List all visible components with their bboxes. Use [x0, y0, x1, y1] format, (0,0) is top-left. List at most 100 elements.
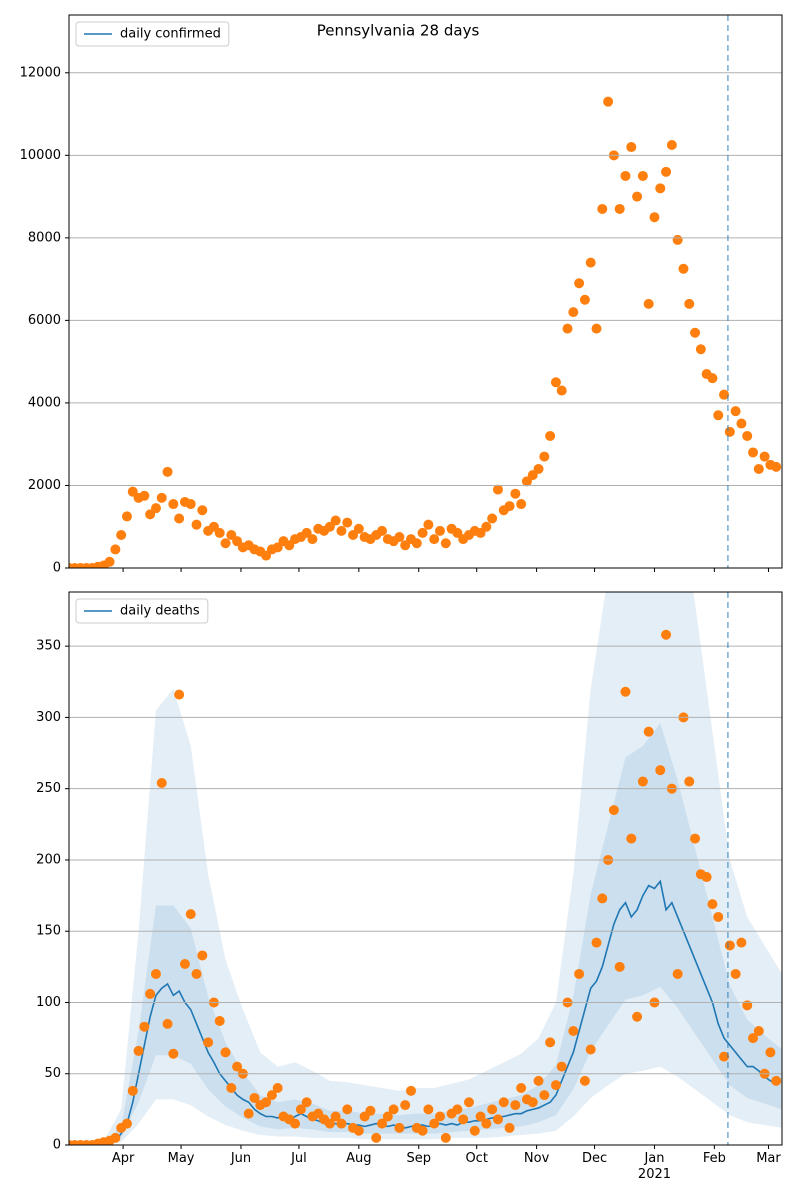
point — [713, 410, 724, 421]
point — [156, 492, 167, 503]
point — [301, 1097, 312, 1108]
point — [771, 461, 782, 472]
point — [481, 521, 492, 532]
point — [232, 1061, 243, 1072]
point — [753, 1025, 764, 1036]
point — [487, 1104, 498, 1115]
point — [719, 389, 730, 400]
y-tick-label: 4000 — [28, 395, 61, 410]
point — [759, 451, 770, 462]
point — [753, 463, 764, 474]
point — [440, 1132, 451, 1143]
point — [197, 505, 208, 516]
point — [545, 430, 556, 441]
point — [174, 689, 185, 700]
legend-box — [75, 598, 209, 624]
point — [527, 1097, 538, 1108]
point — [620, 170, 631, 181]
point — [626, 833, 637, 844]
point — [168, 499, 179, 510]
point — [492, 484, 503, 495]
point — [655, 183, 666, 194]
point — [632, 191, 643, 202]
point — [724, 940, 735, 951]
point — [330, 515, 341, 526]
chart-title: Pennsylvania 28 days — [317, 22, 480, 40]
point — [185, 909, 196, 920]
point — [748, 1033, 759, 1044]
y-tick-label: 12000 — [20, 65, 61, 80]
point — [748, 447, 759, 458]
point — [539, 451, 550, 462]
legend-box — [75, 21, 230, 47]
point — [649, 212, 660, 223]
point — [684, 298, 695, 309]
point — [574, 968, 585, 979]
point — [336, 1118, 347, 1129]
point — [434, 1111, 445, 1122]
point — [533, 463, 544, 474]
line — [69, 879, 777, 1145]
point — [411, 538, 422, 549]
point — [156, 777, 167, 788]
point — [133, 1045, 144, 1056]
y-tick-label: 10000 — [20, 148, 61, 163]
point — [591, 323, 602, 334]
point — [434, 525, 445, 536]
point — [353, 1125, 364, 1136]
point — [342, 517, 353, 528]
point — [719, 1051, 730, 1062]
point — [452, 1104, 463, 1115]
point — [104, 556, 115, 567]
point — [626, 142, 637, 153]
point — [736, 418, 747, 429]
point — [116, 529, 127, 540]
point — [290, 1118, 301, 1129]
point — [545, 1037, 556, 1048]
x-tick-label: Jun — [230, 1151, 252, 1166]
x-tick-label: Jul — [291, 1151, 307, 1166]
point — [579, 294, 590, 305]
point — [377, 1118, 388, 1129]
legend: daily confirmed — [75, 21, 230, 47]
point — [666, 139, 677, 150]
point — [394, 1122, 405, 1133]
point — [510, 488, 521, 499]
point — [365, 1105, 376, 1116]
point — [168, 1048, 179, 1059]
axes-frame — [68, 14, 783, 569]
point — [150, 503, 161, 514]
point — [458, 1114, 469, 1125]
point — [765, 1047, 776, 1058]
point — [504, 1122, 515, 1133]
point — [608, 805, 619, 816]
axes-frame — [68, 591, 783, 1146]
point — [150, 968, 161, 979]
y-tick-label: 50 — [44, 1066, 61, 1081]
legend-label: daily confirmed — [120, 27, 221, 42]
point — [678, 263, 689, 274]
y-tick-label: 200 — [36, 852, 61, 867]
point — [568, 1025, 579, 1036]
point — [742, 430, 753, 441]
y-tick-label: 0 — [53, 1138, 61, 1153]
point — [295, 1104, 306, 1115]
point — [504, 501, 515, 512]
point — [597, 893, 608, 904]
point — [498, 1097, 509, 1108]
x-tick-label: Nov — [523, 1151, 550, 1166]
point — [742, 1000, 753, 1011]
point — [597, 203, 608, 214]
point — [266, 1090, 277, 1101]
point — [620, 686, 631, 697]
plot-area — [69, 96, 782, 568]
y-tick-label: 2000 — [28, 478, 61, 493]
point — [463, 1097, 474, 1108]
point — [371, 1132, 382, 1143]
point — [394, 532, 405, 543]
point — [423, 519, 434, 530]
point — [400, 1100, 411, 1111]
point — [121, 511, 132, 522]
point — [110, 544, 121, 555]
